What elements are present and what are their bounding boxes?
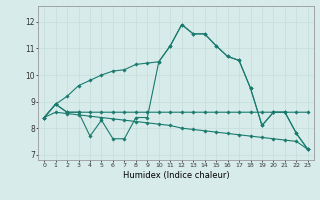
X-axis label: Humidex (Indice chaleur): Humidex (Indice chaleur) xyxy=(123,171,229,180)
